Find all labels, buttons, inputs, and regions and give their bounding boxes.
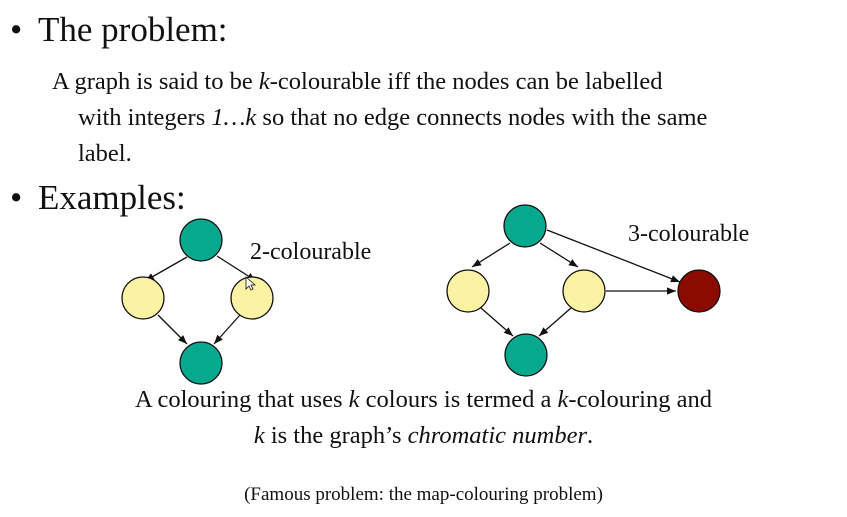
caption-k: k bbox=[557, 386, 569, 413]
caption-text: is the graph’s bbox=[264, 422, 408, 449]
graph2-node-right bbox=[562, 269, 606, 313]
graph2-edge-left-bottom bbox=[480, 307, 514, 337]
definition-text: with integers bbox=[78, 104, 212, 131]
bullet-examples: • Examples: bbox=[10, 178, 186, 218]
graph2-node-top bbox=[503, 204, 547, 248]
definition-line-1: A graph is said to be k-colourable iff t… bbox=[52, 64, 832, 100]
caption-text: . bbox=[587, 422, 594, 449]
mouse-pointer-icon bbox=[245, 276, 257, 291]
graph2-node-extra bbox=[677, 269, 721, 313]
graph2-edge-top-red bbox=[546, 229, 681, 283]
chromatic-number-term: chromatic number bbox=[407, 422, 588, 449]
caption-text: colours is termed a bbox=[359, 386, 558, 413]
caption-text: A colouring that uses bbox=[135, 386, 349, 413]
graph2-node-left bbox=[446, 269, 490, 313]
graph1-label: 2-colourable bbox=[250, 239, 371, 265]
graph2-node-bottom bbox=[504, 333, 548, 377]
definition-text: so that no edge connects nodes with the … bbox=[256, 104, 708, 131]
graph1-edge-top-left bbox=[144, 256, 188, 282]
definition-text: A graph is said to be bbox=[52, 68, 259, 95]
definition-line-3: label. bbox=[78, 140, 132, 167]
definition-text: -colourable iff the nodes can be labelle… bbox=[269, 68, 663, 95]
definition-line-2: with integers 1…k so that no edge connec… bbox=[52, 100, 832, 136]
graph1-node-right bbox=[230, 276, 274, 320]
footnote: (Famous problem: the map-colouring probl… bbox=[244, 484, 603, 505]
graph1-node-bottom bbox=[179, 341, 223, 385]
chromatic-caption: A colouring that uses k colours is terme… bbox=[0, 382, 847, 454]
graph2-edge-top-left bbox=[471, 242, 511, 268]
graph1-edge-right-bottom bbox=[213, 314, 241, 345]
definition-range: 1…k bbox=[211, 104, 257, 131]
caption-line-1: A colouring that uses k colours is terme… bbox=[0, 382, 847, 418]
caption-k: k bbox=[348, 386, 360, 413]
graph2-edges bbox=[471, 229, 681, 337]
graph1-node-left bbox=[121, 276, 165, 320]
caption-k: k bbox=[253, 422, 265, 449]
caption-text: -colouring and bbox=[568, 386, 712, 413]
bullet-dot: • bbox=[10, 10, 23, 49]
graph1-edge-left-bottom bbox=[157, 314, 188, 345]
definition-paragraph: A graph is said to be k-colourable iff t… bbox=[52, 64, 832, 172]
bullet-problem: • The problem: bbox=[10, 10, 228, 50]
graph2-label: 3-colourable bbox=[628, 221, 749, 247]
caption-line-2: k is the graph’s chromatic number. bbox=[0, 418, 847, 454]
graph1-node-top bbox=[179, 218, 223, 262]
bullet-dot: • bbox=[10, 178, 23, 217]
bullet-examples-label: Examples: bbox=[38, 178, 186, 217]
graph2-edge-top-right bbox=[539, 242, 579, 268]
graph2-edge-right-bottom bbox=[538, 307, 572, 337]
definition-k: k bbox=[258, 68, 270, 95]
bullet-problem-label: The problem: bbox=[38, 10, 228, 49]
